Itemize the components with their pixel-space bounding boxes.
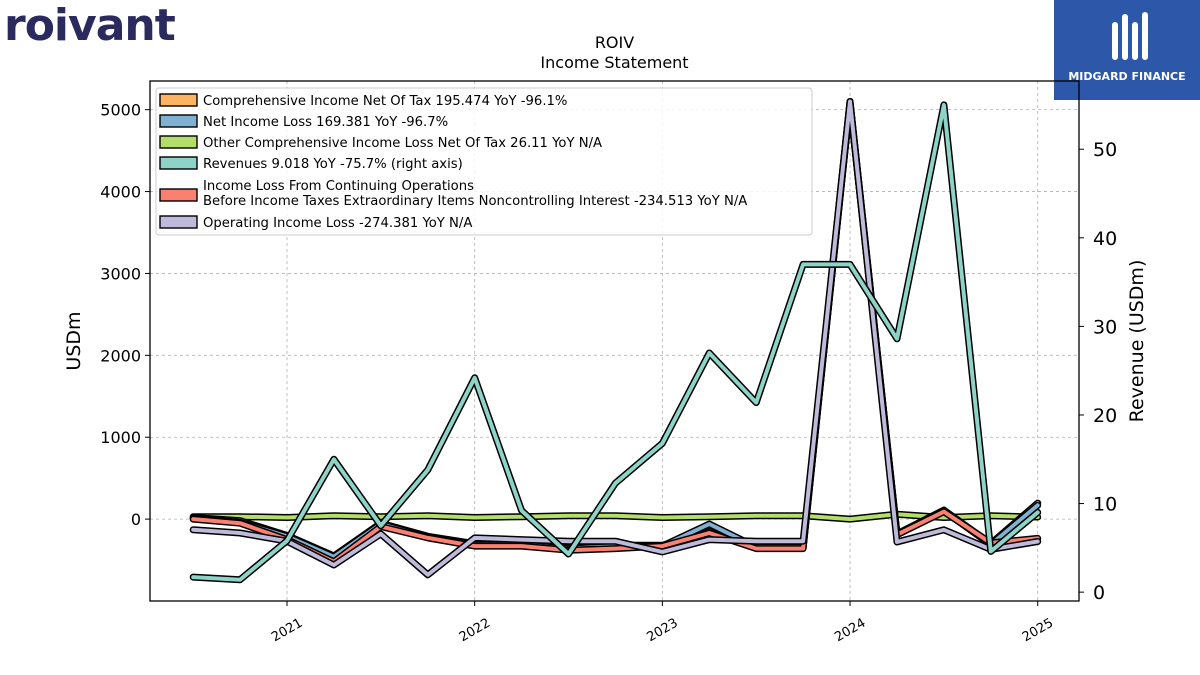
y-tick-label: 4000 xyxy=(100,183,141,202)
legend-item: Income Loss From Continuing OperationsBe… xyxy=(159,179,747,209)
y2-tick-label: 10 xyxy=(1093,494,1117,516)
chart-subtitle: Income Statement xyxy=(540,53,688,72)
y2-tick-label: 40 xyxy=(1093,228,1117,250)
legend-swatch xyxy=(159,156,198,170)
y2-axis-label: Revenue (USDm) xyxy=(1126,260,1148,423)
legend-item: Net Income Loss 169.381 YoY -96.7% xyxy=(159,114,448,130)
plot-frame xyxy=(149,80,1080,602)
legend-label: Operating Income Loss -274.381 YoY N/A xyxy=(203,216,472,231)
legend-swatch xyxy=(159,114,198,128)
x-tick-label: 2022 xyxy=(457,616,493,646)
legend-swatch xyxy=(159,188,198,202)
legend-label: Income Loss From Continuing Operations xyxy=(203,179,474,194)
y2-tick-label: 20 xyxy=(1093,405,1117,427)
y-axis-label: USDm xyxy=(63,311,85,370)
series-line xyxy=(191,99,1040,577)
legend-label: Other Comprehensive Income Loss Net Of T… xyxy=(203,136,602,151)
midgard-finance-badge: MIDGARD FINANCE xyxy=(1054,0,1200,100)
legend-label: Net Income Loss 169.381 YoY -96.7% xyxy=(203,115,448,130)
roivant-logo: roivant xyxy=(4,0,176,51)
y-tick-label: 3000 xyxy=(100,264,141,283)
legend-label: Before Income Taxes Extraordinary Items … xyxy=(203,194,747,209)
series-5 xyxy=(189,98,1042,579)
legend-item: Comprehensive Income Net Of Tax 195.474 … xyxy=(159,93,567,109)
y-tick-label: 5000 xyxy=(100,101,141,120)
x-tick-label: 2025 xyxy=(1020,616,1056,646)
badge-label: MIDGARD FINANCE xyxy=(1068,70,1186,83)
x-tick-label: 2023 xyxy=(645,616,681,646)
legend: Comprehensive Income Net Of Tax 195.474 … xyxy=(155,87,813,236)
legend-label: Revenues 9.018 YoY -75.7% (right axis) xyxy=(203,157,463,172)
legend-swatch xyxy=(159,93,198,107)
chart-title: ROIV xyxy=(595,33,634,52)
legend-swatch xyxy=(159,135,198,149)
y2-tick-label: 30 xyxy=(1093,316,1117,338)
y-tick-label: 2000 xyxy=(100,346,141,365)
y-tick-label: 1000 xyxy=(100,428,141,447)
legend-item: Other Comprehensive Income Loss Net Of T… xyxy=(159,135,602,151)
legend-item: Operating Income Loss -274.381 YoY N/A xyxy=(159,215,472,231)
x-tick-label: 2021 xyxy=(269,616,305,646)
series-3 xyxy=(189,101,1042,584)
legend-box xyxy=(155,87,813,236)
y2-tick-label: 50 xyxy=(1093,139,1117,161)
legend-label: Comprehensive Income Net Of Tax 195.474 … xyxy=(203,94,567,109)
legend-swatch xyxy=(159,215,198,229)
y-tick-label: 0 xyxy=(131,510,141,529)
legend-item: Revenues 9.018 YoY -75.7% (right axis) xyxy=(159,156,463,172)
series-2 xyxy=(189,510,1042,523)
x-tick-label: 2024 xyxy=(832,616,868,646)
series-line xyxy=(191,102,1040,582)
y2-tick-label: 0 xyxy=(1093,582,1105,604)
midgard-emblem-icon xyxy=(1112,12,1148,60)
